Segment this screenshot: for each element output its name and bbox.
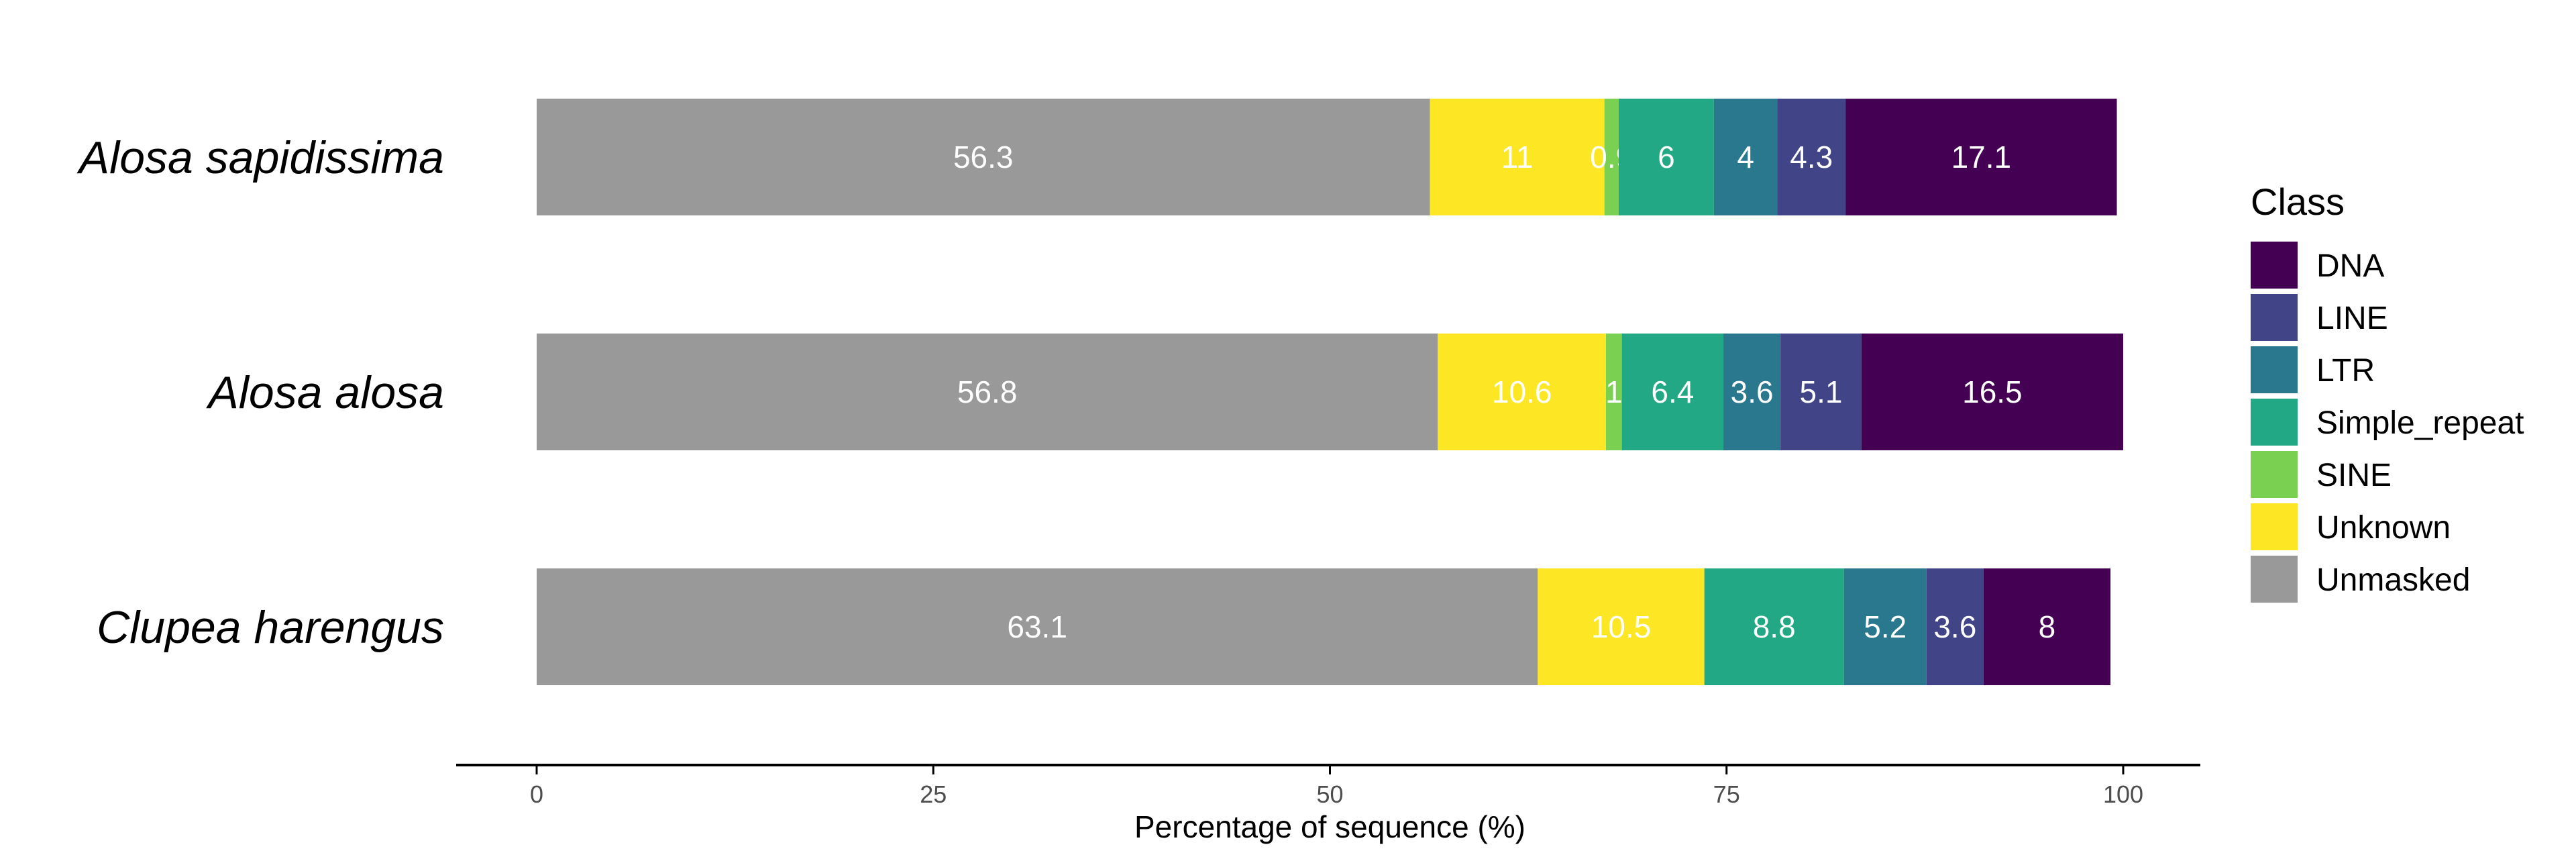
bar-label-clupea-harengus-line: 3.6 [1933, 609, 1976, 644]
legend-swatch-dna [2251, 242, 2298, 289]
bar-clupea-harengus-unmasked [537, 568, 1538, 685]
bar-label-clupea-harengus-unmasked: 63.1 [1007, 609, 1067, 644]
bar-alosa-sapidissima-unmasked [537, 99, 1430, 215]
bar-label-alosa-alosa-dna: 16.5 [1962, 374, 2023, 409]
bar-alosa-alosa-ltr [1723, 334, 1781, 450]
legend-swatch-sine [2251, 451, 2298, 498]
legend-swatch-ltr [2251, 346, 2298, 393]
bar-alosa-sapidissima-line [1777, 99, 1846, 215]
legend-swatch-unmasked [2251, 556, 2298, 603]
legend-title: Class [2251, 181, 2345, 223]
legend-swatch-simple-repeat [2251, 399, 2298, 446]
x-tick-label-25: 25 [920, 780, 947, 808]
bar-alosa-sapidissima-unknown [1430, 99, 1605, 215]
bar-label-alosa-sapidissima-line: 4.3 [1790, 140, 1833, 174]
bar-label-alosa-alosa-ltr: 3.6 [1731, 374, 1774, 409]
bar-alosa-sapidissima-sine [1604, 99, 1619, 215]
category-label-alosa-alosa: Alosa alosa [205, 367, 444, 418]
bar-label-alosa-sapidissima-unmasked: 56.3 [953, 140, 1014, 174]
bar-label-clupea-harengus-unknown: 10.5 [1591, 609, 1652, 644]
bar-label-alosa-alosa-unknown: 10.6 [1492, 374, 1552, 409]
legend-swatch-line [2251, 294, 2298, 341]
bar-alosa-alosa-dna [1861, 334, 2123, 450]
x-axis-title: Percentage of sequence (%) [1134, 809, 1525, 844]
x-tick-label-50: 50 [1316, 780, 1343, 808]
bar-label-alosa-sapidissima-ltr: 4 [1737, 140, 1754, 174]
bar-alosa-sapidissima-dna [1845, 99, 2117, 215]
bar-label-alosa-alosa-line: 5.1 [1799, 374, 1842, 409]
bar-label-clupea-harengus-ltr: 5.2 [1864, 609, 1907, 644]
legend-label-line: LINE [2316, 301, 2388, 336]
legend-label-sine: SINE [2316, 458, 2392, 493]
legend-label-simple-repeat: Simple_repeat [2316, 405, 2524, 441]
legend-swatch-unknown [2251, 503, 2298, 550]
bar-clupea-harengus-simple-repeat [1704, 568, 1844, 685]
x-tick-label-0: 0 [530, 780, 543, 808]
bar-label-alosa-alosa-simple-repeat: 6.4 [1651, 374, 1694, 409]
x-tick-label-100: 100 [2103, 780, 2143, 808]
bar-label-alosa-alosa-unmasked: 56.8 [957, 374, 1018, 409]
x-tick-label-75: 75 [1713, 780, 1740, 808]
bar-label-clupea-harengus-dna: 8 [2039, 609, 2056, 644]
bar-alosa-alosa-line [1780, 334, 1862, 450]
legend-label-ltr: LTR [2316, 353, 2375, 389]
bar-label-clupea-harengus-simple-repeat: 8.8 [1753, 609, 1796, 644]
bar-label-alosa-sapidissima-dna: 17.1 [1951, 140, 2012, 174]
bar-label-alosa-sapidissima-simple-repeat: 6 [1658, 140, 1675, 174]
bar-alosa-alosa-sine [1606, 334, 1622, 450]
bar-alosa-alosa-simple-repeat [1621, 334, 1724, 450]
bar-alosa-sapidissima-simple-repeat [1618, 99, 1714, 215]
category-label-clupea-harengus: Clupea harengus [97, 602, 444, 653]
bar-label-alosa-sapidissima-unknown: 11 [1501, 140, 1534, 174]
legend-label-dna: DNA [2316, 248, 2384, 284]
legend-label-unmasked: Unmasked [2316, 562, 2470, 598]
bar-alosa-alosa-unknown [1438, 334, 1607, 450]
bar-clupea-harengus-ltr [1843, 568, 1927, 685]
category-label-alosa-sapidissima: Alosa sapidissima [76, 132, 444, 183]
bar-clupea-harengus-line [1926, 568, 1984, 685]
legend-label-unknown: Unknown [2316, 510, 2451, 546]
bar-clupea-harengus-dna [1983, 568, 2111, 685]
bar-label-alosa-alosa-sine: 1 [1605, 374, 1623, 409]
bar-clupea-harengus-unknown [1538, 568, 1705, 685]
bar-alosa-sapidissima-ltr [1713, 99, 1778, 215]
bar-alosa-alosa-unmasked [537, 334, 1438, 450]
